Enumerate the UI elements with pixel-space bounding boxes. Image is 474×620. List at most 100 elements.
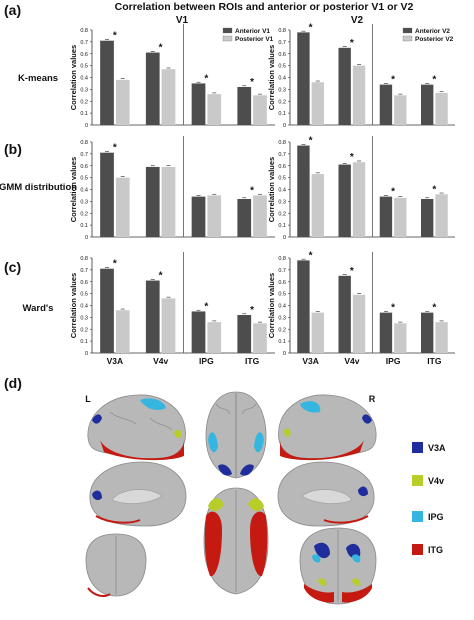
bar-v3a-anterior [100, 40, 114, 125]
bar-v3a-posterior [311, 82, 324, 125]
y-tick-label: 0.5 [80, 64, 88, 70]
chart-panel-1-v2: 0 0.1 0.2 0.3 0.4 0.5 0.6 0.7 0.8 Correlation val… [267, 22, 455, 129]
panel-letter-c: (c) [4, 259, 21, 275]
column-label-v2: V2 [351, 15, 364, 26]
bar-itg-anterior [421, 199, 434, 237]
significance-star: * [250, 305, 254, 316]
bar-v3a-posterior [115, 79, 130, 125]
significance-star: * [113, 143, 117, 154]
bar-ipg-posterior [207, 94, 222, 125]
bar-v4v-anterior [145, 280, 160, 353]
significance-star: * [391, 303, 395, 314]
bar-v3a-posterior [311, 174, 324, 237]
y-tick-label: 0.3 [80, 87, 88, 93]
category-label-v4v: V4v [153, 356, 168, 366]
y-tick-label: 0.3 [278, 87, 286, 93]
bar-ipg-posterior [207, 195, 222, 237]
category-label-v3a: V3A [302, 356, 319, 366]
right-medial-brain [277, 461, 375, 527]
significance-star: * [309, 22, 313, 33]
chart-panel-3-v2: 0 0.1 0.2 0.3 0.4 0.5 0.6 0.7 0.8 Correlation val… [267, 250, 455, 366]
bar-ipg-anterior [379, 312, 393, 353]
bar-itg-posterior [253, 95, 267, 125]
bar-v3a-anterior [297, 145, 310, 237]
y-tick-label: 0.3 [80, 199, 88, 205]
row-label-gmm: GMM distribution [0, 182, 77, 193]
bar-itg-posterior [435, 92, 448, 125]
chart-panel-1-v1: 0 0.1 0.2 0.3 0.4 0.5 0.6 0.7 0.8 Correlation val… [69, 24, 275, 129]
bar-ipg-anterior [191, 311, 206, 353]
y-tick-label: 0.1 [80, 223, 88, 229]
brain-renderings: L R [85, 391, 446, 605]
y-tick-label: 0.8 [80, 140, 88, 146]
bar-ipg-anterior [191, 196, 206, 237]
bar-v3a-anterior [100, 268, 114, 353]
y-tick-label: 0 [85, 235, 88, 241]
legend-label-itg: ITG [428, 545, 443, 555]
bar-ipg-posterior [207, 322, 222, 353]
y-tick-label: 0.4 [80, 304, 88, 310]
y-tick-label: 0.7 [278, 268, 286, 274]
y-tick-label: 0.8 [80, 256, 88, 262]
y-tick-label: 0.7 [278, 152, 286, 158]
category-label-itg: ITG [245, 356, 260, 366]
legend-label-v4v: V4v [428, 476, 444, 486]
y-axis-label: Correlation values [69, 45, 78, 110]
y-tick-label: 0.1 [80, 111, 88, 117]
significance-star: * [250, 185, 254, 196]
significance-star: * [391, 75, 395, 86]
bar-v3a-anterior [100, 152, 114, 237]
significance-star: * [309, 250, 313, 261]
ventral-brain [203, 487, 269, 595]
y-tick-label: 0.4 [80, 76, 88, 82]
bar-v3a-anterior [297, 32, 310, 125]
bar-v4v-anterior [145, 166, 160, 237]
bar-itg-anterior [421, 312, 434, 353]
bar-v3a-posterior [115, 310, 130, 353]
y-tick-label: 0.6 [278, 52, 286, 58]
roi-legend: V3A V4v IPG ITG [412, 442, 446, 555]
bar-itg-anterior [237, 315, 252, 353]
hemisphere-label-right: R [369, 394, 376, 404]
y-tick-label: 0.4 [80, 188, 88, 194]
legend-entry: Anterior V2 [415, 28, 450, 35]
y-tick-label: 0.1 [278, 111, 286, 117]
dorsal-brain [205, 391, 267, 479]
y-tick-label: 0.7 [80, 152, 88, 158]
bar-v4v-anterior [145, 52, 160, 125]
y-tick-label: 0.7 [80, 268, 88, 274]
y-tick-label: 0.6 [80, 280, 88, 286]
y-tick-label: 0.3 [278, 315, 286, 321]
y-tick-label: 0.1 [278, 339, 286, 345]
y-tick-label: 0.2 [278, 327, 286, 333]
y-tick-label: 0.8 [278, 140, 286, 146]
y-tick-label: 0.5 [80, 292, 88, 298]
bar-ipg-anterior [379, 84, 393, 125]
y-tick-label: 0.4 [278, 188, 286, 194]
bar-v3a-anterior [297, 260, 310, 353]
y-tick-label: 0.6 [278, 164, 286, 170]
legend-swatch [222, 27, 233, 34]
category-label-v3a: V3A [107, 356, 124, 366]
significance-star: * [204, 301, 208, 312]
y-tick-label: 0.8 [278, 28, 286, 34]
significance-star: * [350, 38, 354, 49]
y-tick-label: 0 [85, 351, 88, 357]
significance-star: * [432, 75, 436, 86]
bar-chart-grid: 0 0.1 0.2 0.3 0.4 0.5 0.6 0.7 0.8 Correlation val… [69, 22, 455, 366]
left-medial-brain [89, 461, 187, 527]
bar-ipg-posterior [394, 323, 407, 353]
panel-letter-a: (a) [4, 2, 21, 18]
y-tick-label: 0.2 [80, 327, 88, 333]
y-tick-label: 0.8 [80, 28, 88, 34]
chart-panel-3-v1: 0 0.1 0.2 0.3 0.4 0.5 0.6 0.7 0.8 Correlation val… [69, 252, 275, 366]
bar-v4v-posterior [352, 65, 366, 125]
significance-star: * [159, 271, 163, 282]
significance-star: * [250, 77, 254, 88]
y-tick-label: 0 [85, 123, 88, 129]
y-tick-label: 0.5 [278, 292, 286, 298]
legend-entry: Posterior V1 [235, 36, 274, 43]
category-label-itg: ITG [427, 356, 442, 366]
significance-star: * [159, 43, 163, 54]
